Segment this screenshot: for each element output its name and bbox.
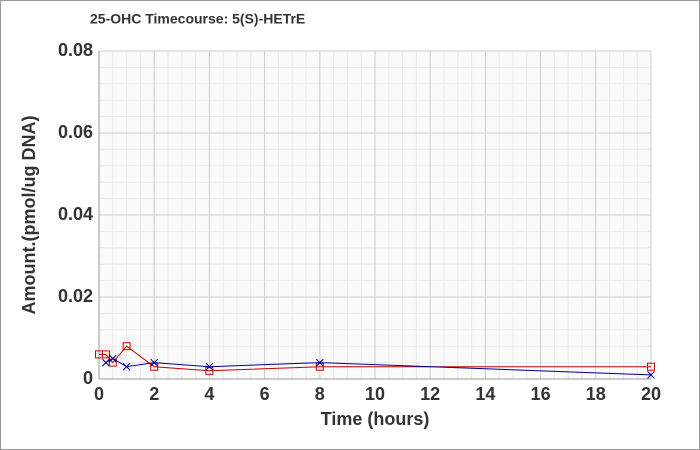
y-axis-label: Amount.(pmol/ug DNA) xyxy=(19,116,39,315)
point xyxy=(102,358,110,367)
series-line xyxy=(99,345,651,372)
y-tick-label: 0.08 xyxy=(58,40,93,60)
x-tick-label: 6 xyxy=(260,384,270,404)
point xyxy=(205,362,214,371)
y-tick-label: 0.02 xyxy=(58,286,93,306)
y-tick-label: 0 xyxy=(83,368,93,388)
x-tick-label: 8 xyxy=(315,384,325,404)
point xyxy=(150,358,159,367)
chart-title: 25-OHC Timecourse: 5(S)-HETrE xyxy=(90,11,305,27)
x-tick-label: 14 xyxy=(475,384,495,404)
x-tick-label: 18 xyxy=(586,384,606,404)
x-axis-label: Time (hours) xyxy=(321,409,430,429)
y-tick-label: 0.06 xyxy=(58,122,93,142)
x-tick-label: 0 xyxy=(94,384,104,404)
x-tick-label: 20 xyxy=(641,384,661,404)
x-tick-label: 10 xyxy=(365,384,385,404)
x-tick-label: 4 xyxy=(204,384,214,404)
point xyxy=(101,350,110,359)
point xyxy=(122,342,131,351)
point xyxy=(122,362,131,371)
point xyxy=(315,358,324,367)
point xyxy=(647,371,655,379)
point xyxy=(647,362,655,371)
y-tick-label: 0.04 xyxy=(58,204,93,224)
x-tick-label: 12 xyxy=(420,384,440,404)
x-tick-label: 2 xyxy=(149,384,159,404)
point xyxy=(108,354,117,363)
x-tick-label: 16 xyxy=(531,384,551,404)
